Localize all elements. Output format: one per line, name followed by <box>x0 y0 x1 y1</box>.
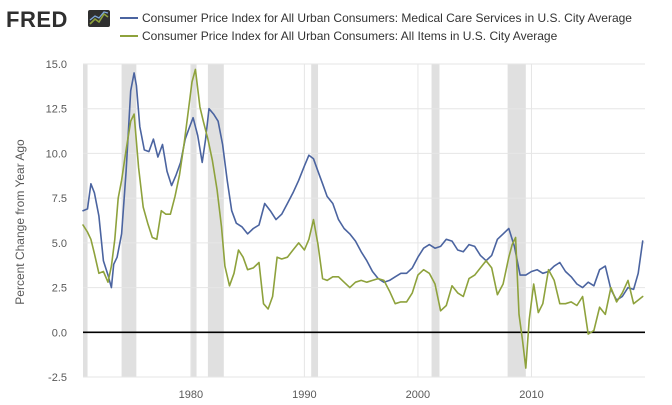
y-axis-ticks: -2.5 0.0 2.5 5.0 7.5 10.0 12.5 15.0 <box>46 59 67 384</box>
x-tick-label-3: 2010 <box>519 389 543 401</box>
x-tick-label-1: 1990 <box>292 389 316 401</box>
series-line-medical-care-services <box>82 72 644 301</box>
fred-logo-graph-icon <box>88 10 110 27</box>
legend-item-medical[interactable]: Consumer Price Index for All Urban Consu… <box>120 11 632 25</box>
y-tick-label-0: -2.5 <box>48 372 67 384</box>
legend: Consumer Price Index for All Urban Consu… <box>120 11 632 43</box>
legend-label-all-items: Consumer Price Index for All Urban Consu… <box>142 29 558 43</box>
series-lines <box>82 68 644 369</box>
y-tick-label-1: 0.0 <box>52 327 67 339</box>
x-axis-ticks: 1980 1990 2000 2010 <box>179 389 544 401</box>
x-tick-label-0: 1980 <box>179 389 203 401</box>
y-tick-label-7: 15.0 <box>46 59 67 71</box>
recession-band-2 <box>190 64 197 377</box>
legend-item-all-items[interactable]: Consumer Price Index for All Urban Consu… <box>120 29 558 43</box>
recession-band-4 <box>311 64 319 377</box>
legend-label-medical: Consumer Price Index for All Urban Consu… <box>142 11 632 25</box>
series-line-all-items <box>82 68 644 369</box>
recession-band-3 <box>207 64 224 377</box>
recession-band-5 <box>431 64 440 377</box>
y-tick-label-3: 5.0 <box>52 238 67 250</box>
recession-band-6 <box>507 64 526 377</box>
recession-band-1 <box>121 64 137 377</box>
x-tick-label-2: 2000 <box>406 389 430 401</box>
y-axis-title: Percent Change from Year Ago <box>13 139 27 305</box>
y-tick-label-6: 12.5 <box>46 104 67 116</box>
fred-logo[interactable]: FRED <box>6 7 110 32</box>
y-tick-label-2: 2.5 <box>52 283 67 295</box>
y-tick-label-5: 10.0 <box>46 148 67 160</box>
recession-bands <box>83 64 526 377</box>
gridlines <box>83 63 645 378</box>
y-tick-label-4: 7.5 <box>52 193 67 205</box>
fred-logo-text: FRED <box>6 7 68 32</box>
recession-band-0 <box>83 64 88 377</box>
